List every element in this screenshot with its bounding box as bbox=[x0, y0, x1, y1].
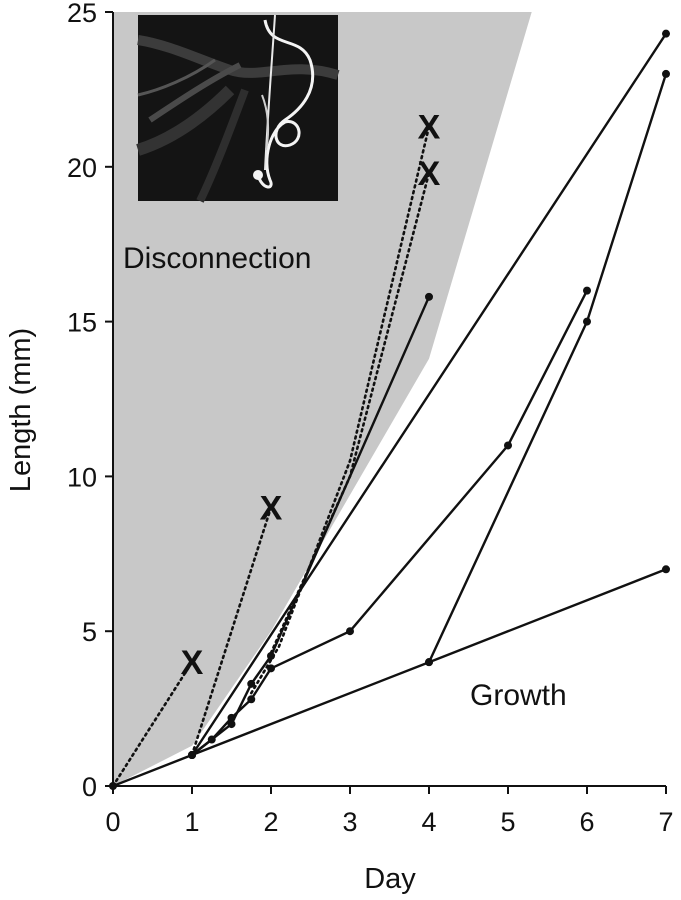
series-line-8 bbox=[250, 125, 431, 695]
x-tick-label: 3 bbox=[342, 807, 357, 837]
y-axis-title: Length (mm) bbox=[5, 328, 37, 492]
micrograph-inset bbox=[136, 14, 340, 203]
data-point bbox=[662, 69, 670, 78]
data-point bbox=[267, 664, 275, 673]
series-line-7 bbox=[190, 506, 273, 757]
growth-label: Growth bbox=[470, 679, 567, 712]
data-point bbox=[504, 441, 512, 450]
series-line-3 bbox=[190, 32, 668, 757]
data-point bbox=[425, 658, 433, 667]
data-point bbox=[267, 651, 275, 660]
data-point bbox=[227, 720, 236, 729]
data-point bbox=[425, 292, 433, 301]
x-tick-label: 1 bbox=[184, 807, 199, 837]
y-tick-label: 5 bbox=[82, 617, 97, 647]
data-point bbox=[247, 695, 256, 704]
disconnection-x-marker: X bbox=[418, 155, 441, 193]
data-point bbox=[583, 286, 591, 295]
x-tick-label: 5 bbox=[500, 807, 515, 837]
axes bbox=[112, 12, 666, 787]
disconnection-x-marker: X bbox=[181, 644, 204, 682]
data-point bbox=[662, 565, 670, 574]
data-point bbox=[583, 317, 591, 326]
x-axis-ticks: 0 1 2 3 4 5 6 7 bbox=[105, 786, 674, 837]
y-tick-label: 20 bbox=[67, 153, 97, 183]
data-point bbox=[109, 782, 117, 790]
series-line-9 bbox=[269, 171, 431, 655]
x-tick-label: 0 bbox=[105, 807, 120, 837]
disconnection-shade bbox=[113, 12, 532, 786]
disconnection-label: Disconnection bbox=[123, 242, 311, 275]
data-point bbox=[346, 627, 354, 636]
y-axis-ticks: 0 5 10 15 20 25 bbox=[67, 0, 113, 802]
y-tick-label: 10 bbox=[67, 462, 97, 492]
y-tick-label: 0 bbox=[82, 772, 97, 802]
x-tick-label: 7 bbox=[658, 807, 673, 837]
x-tick-label: 4 bbox=[421, 807, 436, 837]
data-point bbox=[207, 735, 216, 744]
series-line-1 bbox=[111, 568, 668, 788]
disconnection-x-marker: X bbox=[260, 489, 283, 527]
y-tick-label: 25 bbox=[67, 0, 97, 28]
x-tick-label: 2 bbox=[263, 807, 278, 837]
x-tick-label: 6 bbox=[579, 807, 594, 837]
series-line-6 bbox=[111, 660, 194, 788]
disconnection-region bbox=[113, 12, 532, 786]
y-tick-label: 15 bbox=[67, 308, 97, 338]
data-point bbox=[247, 679, 256, 688]
disconnection-x-marker: X bbox=[418, 109, 441, 147]
data-point bbox=[662, 29, 670, 38]
data-point bbox=[188, 751, 196, 760]
data-point bbox=[227, 713, 236, 722]
x-axis-title: Day bbox=[364, 863, 416, 895]
